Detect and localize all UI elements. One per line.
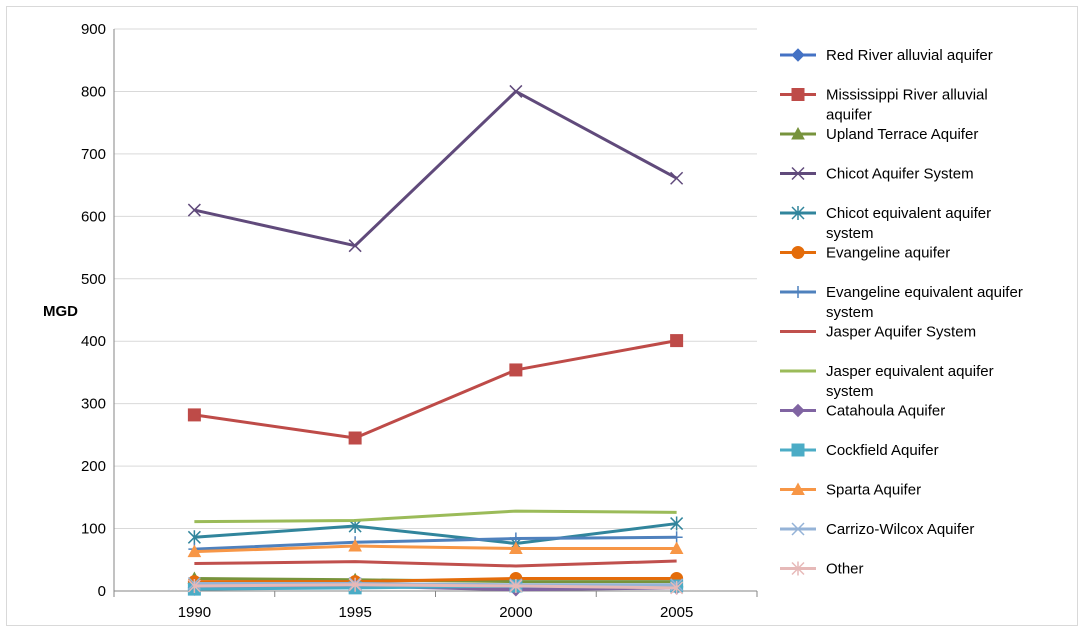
line-chart: 0 100 200 300 400 500 600 700 800 900 1990 1995 2000… — [43, 21, 1023, 621]
legend-marker-evangeline-aquifer — [791, 246, 805, 259]
series-line-mississippi-river-alluvial-aquifer — [194, 339, 677, 440]
data-point-chicot-aquifer-system — [670, 171, 684, 185]
data-point-chicot-equivalent-aquifer-system — [670, 516, 684, 531]
legend-marker-red-river-alluvial-aquifer — [791, 48, 805, 62]
data-point-chicot-aquifer-system — [187, 203, 201, 217]
legend-label-sparta-aquifer: Sparta Aquifer — [826, 482, 921, 499]
series-line-other — [194, 583, 677, 590]
legend-marker-evangeline-equivalent-aquifer-system — [792, 286, 804, 298]
legend-label-chicot-equivalent-aquifer-system: Chicot equivalent aquifer system — [826, 205, 991, 242]
x-tick-label: 2000 — [499, 604, 532, 621]
data-point-chicot-aquifer-system — [348, 239, 362, 253]
x-tick-label: 2005 — [660, 604, 693, 621]
data-point-sparta-aquifer — [509, 541, 523, 555]
data-point-mississippi-river-alluvial-aquifer — [348, 431, 362, 445]
y-axis-label: MGD — [43, 303, 78, 320]
y-tick-label: 600 — [81, 208, 106, 225]
series-line-evangeline-aquifer — [194, 577, 677, 584]
data-point-mississippi-river-alluvial-aquifer — [509, 363, 523, 377]
data-point-mississippi-river-alluvial-aquifer — [187, 408, 201, 422]
x-tick-label: 1995 — [338, 604, 371, 621]
data-point-sparta-aquifer — [187, 544, 202, 558]
series-line-evangeline-equivalent-aquifer-system — [194, 535, 677, 551]
data-point-other — [348, 577, 362, 592]
data-point-other — [670, 580, 684, 595]
legend-marker-mississippi-river-alluvial-aquifer — [791, 88, 805, 101]
legend-marker-chicot-equivalent-aquifer-system — [791, 206, 805, 220]
chart-container: 0 100 200 300 400 500 600 700 800 900 1990 1995 2000… — [6, 6, 1078, 626]
legend-marker-cockfield-aquifer — [791, 443, 805, 457]
y-tick-label: 500 — [81, 271, 106, 288]
data-point-evangeline-equivalent-aquifer-system — [670, 531, 683, 544]
data-point-chicot-aquifer-system — [509, 84, 523, 98]
x-tick-label: 1990 — [178, 604, 211, 621]
data-point-other — [509, 579, 523, 594]
series-line-chicot-aquifer-system — [194, 89, 678, 248]
legend-label-upland-terrace-aquifer: Upland Terrace Aquifer — [826, 126, 978, 143]
y-tick-label: 800 — [81, 83, 106, 100]
series-line-sparta-aquifer — [194, 544, 677, 554]
legend-label-evangeline-equivalent-aquifer-system: Evangeline equivalent aquifer system — [826, 284, 1023, 321]
data-point-mississippi-river-alluvial-aquifer — [670, 334, 684, 348]
legend-label-mississippi-river-alluvial-aquifer: Mississippi River alluvial aquifer — [826, 87, 988, 124]
legend-label-chicot-aquifer-system: Chicot Aquifer System — [826, 166, 974, 183]
legend-marker-other — [791, 561, 805, 576]
y-tick-label: 700 — [81, 146, 106, 163]
data-point-sparta-aquifer — [669, 541, 684, 555]
series-line-chicot-equivalent-aquifer-system — [194, 522, 677, 546]
legend-marker-upland-terrace-aquifer — [791, 126, 805, 140]
series-line-jasper-aquifer-system — [194, 559, 677, 568]
legend-label-evangeline-aquifer: Evangeline aquifer — [826, 245, 950, 262]
data-point-chicot-equivalent-aquifer-system — [187, 530, 201, 545]
series-line-jasper-equivalent-aquifer-system — [194, 509, 677, 524]
legend-label-red-river-alluvial-aquifer: Red River alluvial aquifer — [826, 47, 993, 64]
legend-label-jasper-equivalent-aquifer-system: Jasper equivalent aquifer system — [826, 363, 994, 400]
legend-label-cockfield-aquifer: Cockfield Aquifer — [826, 442, 939, 459]
data-point-other — [187, 579, 201, 594]
legend-marker-chicot-aquifer-system — [791, 166, 805, 181]
y-tick-label: 300 — [81, 396, 106, 413]
y-tick-label: 100 — [81, 521, 106, 538]
y-tick-label: 400 — [81, 333, 106, 350]
legend-label-catahoula-aquifer: Catahoula Aquifer — [826, 403, 945, 420]
data-point-sparta-aquifer — [348, 538, 362, 552]
legend-label-carrizo-wilcox-aquifer: Carrizo-Wilcox Aquifer — [826, 521, 974, 538]
legend-marker-carrizo-wilcox-aquifer — [791, 522, 805, 536]
y-tick-label: 200 — [81, 458, 106, 475]
legend-marker-sparta-aquifer — [791, 482, 805, 495]
legend-label-other: Other — [826, 561, 864, 578]
legend-marker-catahoula-aquifer — [791, 403, 805, 418]
y-tick-label: 0 — [98, 583, 106, 600]
y-tick-label: 900 — [81, 21, 106, 38]
legend-label-jasper-aquifer-system: Jasper Aquifer System — [826, 324, 976, 341]
